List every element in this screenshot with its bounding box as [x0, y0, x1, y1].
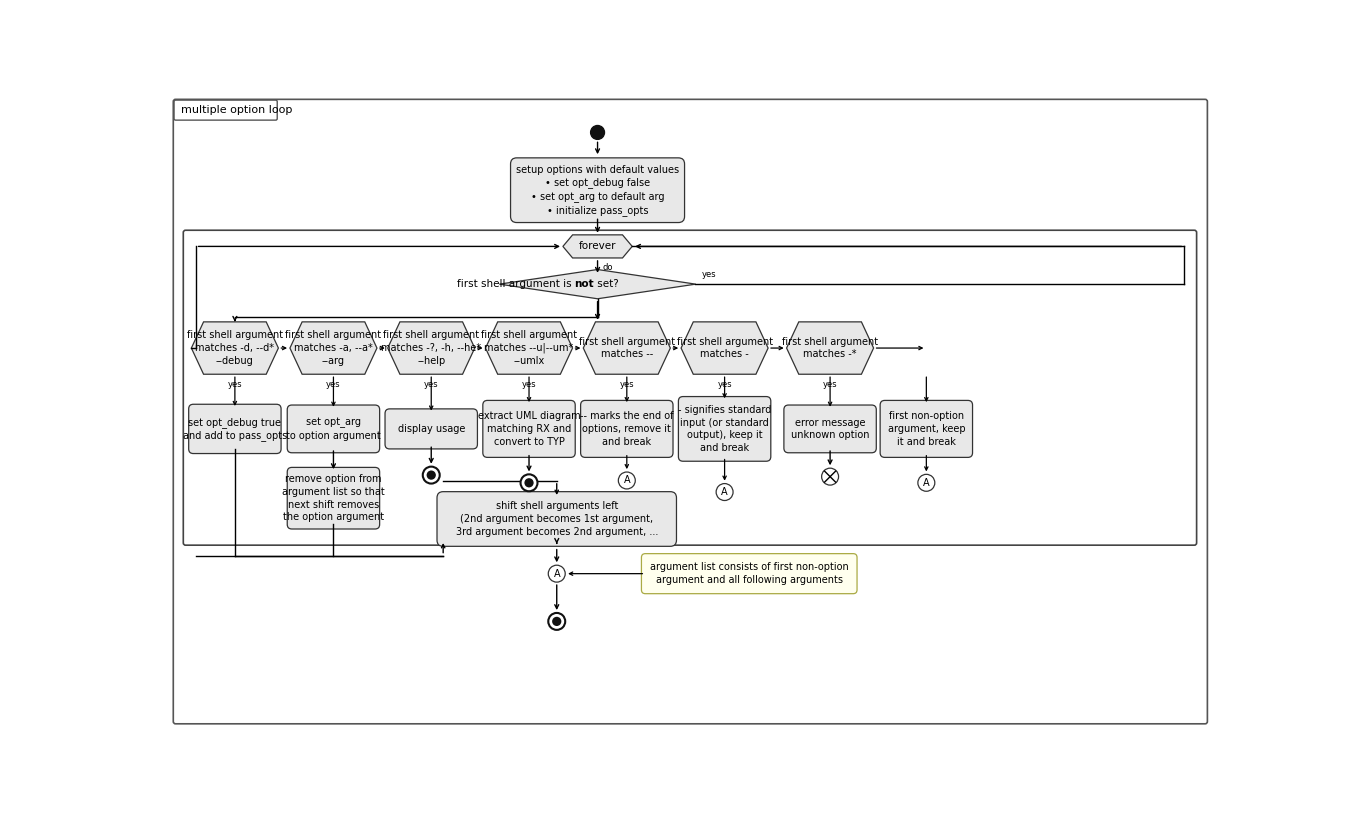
Circle shape [548, 565, 566, 582]
Text: first shell argument
matches -d, --d*
--debug: first shell argument matches -d, --d* --… [187, 330, 283, 366]
Polygon shape [191, 322, 279, 374]
Text: first shell argument is: first shell argument is [457, 280, 574, 289]
Polygon shape [290, 322, 377, 374]
Text: not: not [574, 280, 594, 289]
Text: multiple option loop: multiple option loop [180, 105, 292, 115]
Text: first shell argument
matches -*: first shell argument matches -* [783, 337, 878, 359]
Circle shape [427, 470, 436, 480]
Text: shift shell arguments left
(2nd argument becomes 1st argument,
3rd argument beco: shift shell arguments left (2nd argument… [455, 501, 657, 537]
FancyBboxPatch shape [189, 404, 282, 453]
FancyBboxPatch shape [511, 158, 684, 222]
FancyBboxPatch shape [287, 467, 380, 529]
Text: do: do [602, 263, 613, 272]
FancyBboxPatch shape [385, 409, 477, 449]
Text: yes: yes [424, 380, 439, 389]
Polygon shape [563, 235, 632, 258]
Circle shape [590, 126, 605, 139]
Text: remove option from
argument list so that
next shift removes
the option argument: remove option from argument list so that… [282, 474, 385, 522]
Text: error message
unknown option: error message unknown option [791, 417, 869, 440]
Polygon shape [787, 322, 874, 374]
FancyBboxPatch shape [183, 231, 1196, 545]
FancyBboxPatch shape [482, 400, 575, 457]
Text: yes: yes [228, 380, 242, 389]
FancyBboxPatch shape [174, 100, 277, 120]
Text: display usage: display usage [397, 424, 465, 434]
Polygon shape [583, 322, 671, 374]
Text: yes: yes [823, 380, 838, 389]
Polygon shape [500, 270, 696, 299]
Text: set?: set? [594, 280, 620, 289]
Text: yes: yes [326, 380, 341, 389]
FancyBboxPatch shape [436, 491, 676, 546]
Text: first shell argument
matches --: first shell argument matches -- [579, 337, 675, 359]
Circle shape [520, 474, 537, 491]
Text: A: A [721, 487, 727, 497]
Circle shape [524, 478, 533, 487]
Circle shape [917, 474, 935, 491]
FancyBboxPatch shape [287, 405, 380, 453]
FancyBboxPatch shape [174, 99, 1207, 724]
Circle shape [717, 483, 733, 500]
Text: -- marks the end of
options, remove it
and break: -- marks the end of options, remove it a… [581, 411, 674, 447]
Text: first shell argument
matches -a, --a*
--arg: first shell argument matches -a, --a* --… [286, 330, 381, 366]
Text: setup options with default values
• set opt_debug false
• set opt_arg to default: setup options with default values • set … [516, 165, 679, 216]
Text: A: A [554, 569, 560, 579]
FancyBboxPatch shape [880, 400, 973, 457]
Text: A: A [624, 475, 630, 486]
FancyBboxPatch shape [581, 400, 674, 457]
Text: set opt_arg
to option argument: set opt_arg to option argument [286, 417, 381, 440]
Circle shape [618, 472, 636, 489]
Text: extract UML diagram
matching RX and
convert to TYP: extract UML diagram matching RX and conv… [478, 411, 581, 447]
Text: yes: yes [620, 380, 634, 389]
Text: first shell argument
matches -: first shell argument matches - [676, 337, 773, 359]
Text: set opt_debug true
and add to pass_opts: set opt_debug true and add to pass_opts [183, 416, 287, 441]
Text: yes: yes [702, 271, 717, 280]
Text: yes: yes [718, 380, 731, 389]
Text: yes: yes [521, 380, 536, 389]
Text: first shell argument
matches -?, -h, --he*
--help: first shell argument matches -?, -h, --h… [381, 330, 481, 366]
FancyBboxPatch shape [679, 397, 770, 461]
FancyBboxPatch shape [641, 553, 857, 593]
Circle shape [548, 613, 566, 630]
Text: first shell argument
matches --u|--um*
--umlx: first shell argument matches --u|--um* -… [481, 330, 577, 366]
Text: first non-option
argument, keep
it and break: first non-option argument, keep it and b… [888, 411, 966, 447]
Circle shape [822, 468, 839, 485]
Polygon shape [485, 322, 572, 374]
Polygon shape [388, 322, 474, 374]
Text: A: A [923, 478, 929, 488]
Circle shape [552, 617, 562, 626]
FancyBboxPatch shape [784, 405, 877, 453]
Text: forever: forever [579, 241, 617, 251]
Text: - signifies standard
input (or standard
output), keep it
and break: - signifies standard input (or standard … [678, 405, 772, 453]
Polygon shape [682, 322, 768, 374]
Circle shape [423, 467, 439, 483]
Text: argument list consists of first non-option
argument and all following arguments: argument list consists of first non-opti… [649, 562, 849, 585]
